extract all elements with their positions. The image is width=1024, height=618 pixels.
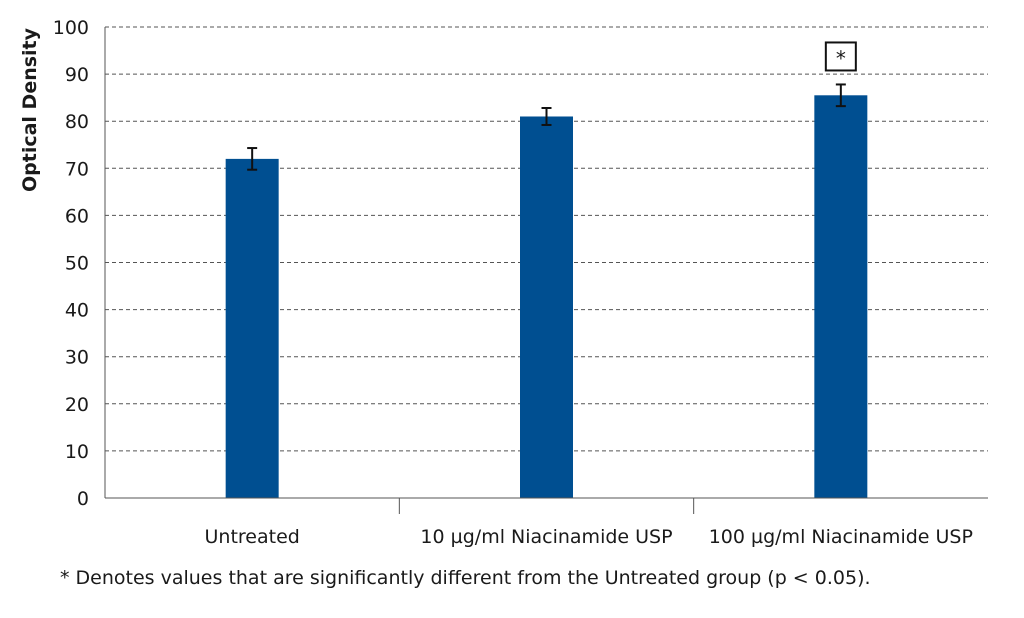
- y-tick-label: 30: [65, 347, 89, 369]
- y-tick-label: 50: [65, 253, 89, 275]
- y-axis-label: Optical Density: [19, 27, 41, 192]
- bar: [520, 116, 573, 499]
- y-tick-label: 80: [65, 111, 89, 133]
- x-category-label: Untreated: [205, 526, 300, 548]
- x-category-label: 10 µg/ml Niacinamide USP: [420, 526, 672, 548]
- bar: [225, 158, 279, 498]
- significance-marker: *: [836, 46, 846, 70]
- bar: [814, 95, 868, 499]
- y-tick-label: 10: [65, 441, 89, 463]
- labels: 0 10 20 30 40 50 60 70 80 90 100 Untreated 10 µg/ml …: [53, 17, 973, 548]
- y-tick-label: 100: [53, 17, 89, 39]
- y-tick-label: 20: [65, 394, 89, 416]
- footnote: * Denotes values that are significantly …: [60, 567, 871, 589]
- y-tick-label: 70: [65, 158, 89, 180]
- axes: [104, 27, 988, 514]
- x-category-label: 100 µg/ml Niacinamide USP: [709, 526, 973, 548]
- significance-box: [824, 41, 857, 72]
- y-tick-label: 40: [65, 300, 89, 322]
- bars: [225, 83, 868, 499]
- y-tick-label: 60: [65, 205, 89, 227]
- y-tick-label: 0: [77, 488, 89, 510]
- y-tick-label: 90: [65, 64, 89, 86]
